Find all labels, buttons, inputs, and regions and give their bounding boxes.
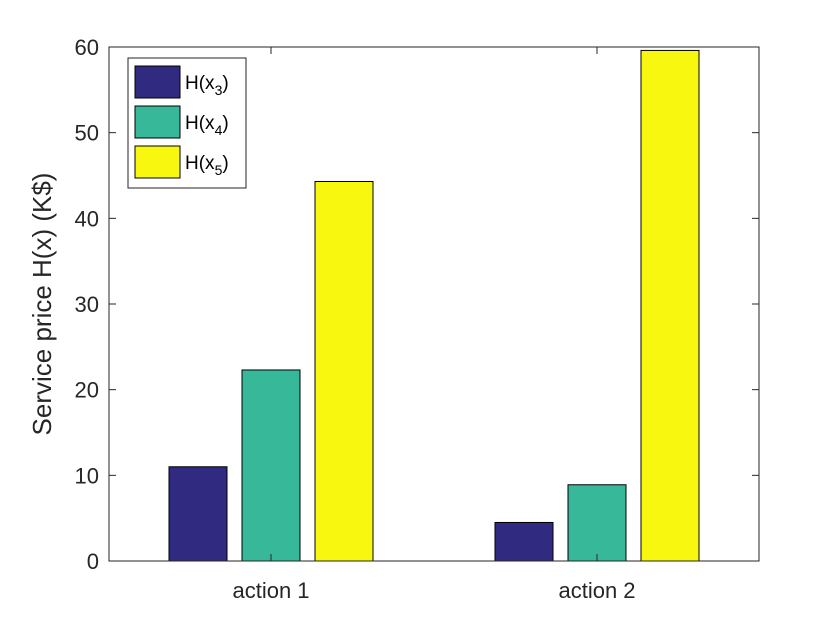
y-tick-label: 40: [75, 206, 99, 231]
ticks-layer: 0 10 20 30 40 50 60 action 1 action 2: [75, 35, 759, 603]
legend-entry-label: H(x5): [185, 153, 229, 178]
bar-action-1-series-1: [168, 466, 228, 562]
y-tick-label: 20: [75, 378, 99, 403]
legend-swatch: [134, 105, 181, 139]
legend-swatch: [134, 65, 181, 99]
bar-action-2-series-1: [494, 521, 554, 562]
bar-action-1-series-2: [241, 369, 301, 562]
legend-swatch: [134, 145, 181, 179]
bar-action-2-series-2: [567, 484, 627, 562]
y-tick-label: 60: [75, 35, 99, 60]
y-tick-label: 10: [75, 463, 99, 488]
bars-layer: [168, 49, 700, 562]
legend-entry-label: H(x4): [185, 113, 229, 138]
y-tick-label: 30: [75, 292, 99, 317]
x-tick-label: action 1: [232, 578, 309, 603]
y-tick-label: 0: [87, 549, 99, 574]
bar-action-2-series-3: [640, 49, 700, 562]
bar-action-1-series-3: [314, 180, 374, 562]
legend-entry-label: H(x3): [185, 73, 229, 98]
y-tick-label: 50: [75, 121, 99, 146]
legend: H(x3) H(x4) H(x5): [127, 57, 247, 189]
y-axis-title: Service price H(x) (K$): [27, 173, 57, 436]
x-tick-label: action 2: [558, 578, 635, 603]
